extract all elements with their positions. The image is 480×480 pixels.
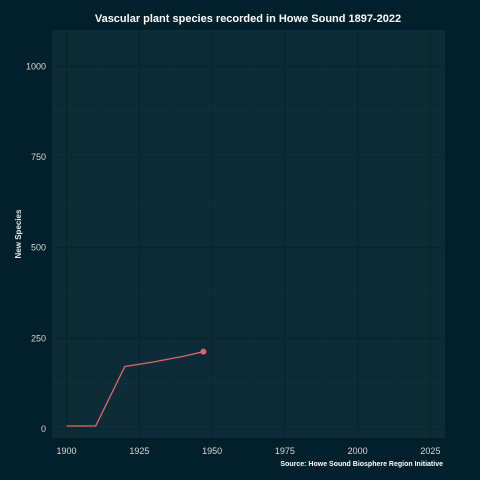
y-axis-label: New Species: [14, 209, 23, 258]
x-tick-label: 1925: [129, 446, 149, 456]
y-tick-label: 1000: [26, 61, 46, 71]
chart-caption: Source: Howe Sound Biosphere Region Init…: [280, 461, 443, 468]
x-tick-label: 2025: [420, 446, 440, 456]
y-axis-ticks: 0 250 500 750 1000: [26, 61, 46, 434]
series-end-point: [200, 348, 207, 355]
x-tick-label: 1950: [202, 446, 222, 456]
y-tick-label: 750: [31, 152, 46, 162]
x-tick-label: 1900: [57, 446, 77, 456]
series-line: [66, 351, 204, 427]
x-tick-label: 1975: [275, 446, 295, 456]
y-tick-label: 500: [31, 243, 46, 253]
chart-title: Vascular plant species recorded in Howe …: [95, 13, 401, 25]
grid-lines: [52, 30, 445, 438]
x-tick-label: 2000: [348, 446, 368, 456]
data-series: [66, 348, 207, 427]
x-axis-ticks: 1900 1925 1950 1975 2000 2025: [57, 446, 441, 456]
y-tick-label: 250: [31, 333, 46, 343]
y-tick-label: 0: [41, 424, 46, 434]
